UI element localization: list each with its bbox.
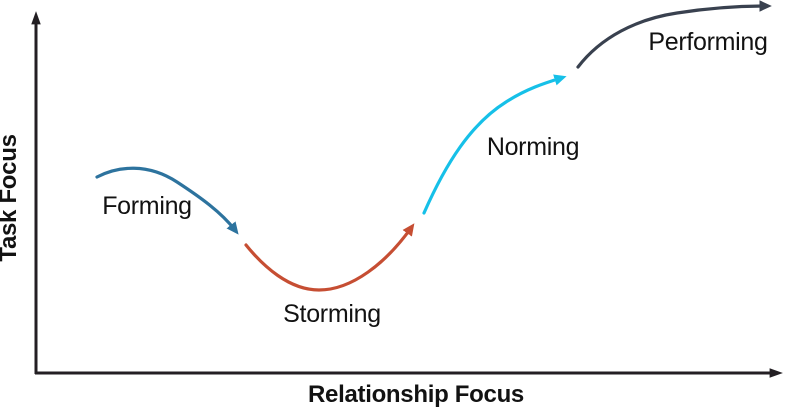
x-axis-label: Relationship Focus [308,381,524,408]
performing-label: Performing [648,28,767,56]
norming-label: Norming [487,133,579,161]
storming-curve [244,223,415,292]
storming-label: Storming [283,300,381,328]
forming-label: Forming [102,192,192,220]
performing-curve [576,0,772,69]
norming-curve [422,74,567,215]
y-axis-label: Task Focus [0,134,22,261]
forming-curve [95,166,239,235]
